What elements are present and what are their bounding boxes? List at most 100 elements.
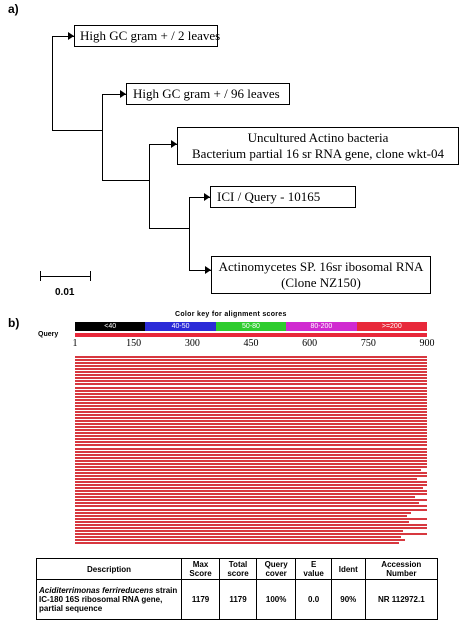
axis-ticks: 1 150 300 450 600 750 900 (72, 338, 435, 352)
color-key-bin: <40 (75, 322, 146, 331)
arrow-leaf5 (205, 266, 211, 274)
alignment-hit (75, 465, 427, 468)
color-key-bar: <40 40-50 50-80 80-200 >=200 (75, 322, 427, 331)
alignment-hit (75, 487, 423, 490)
alignment-hit (75, 356, 427, 358)
alignment-hit (75, 426, 427, 429)
cell-description: Aciditerrimonas ferrireducens strain IC-… (36, 579, 182, 620)
arrow-leaf1 (68, 32, 74, 40)
alignment-hit (75, 490, 427, 493)
alignment-hit (75, 423, 427, 426)
branch-clade4-vertical (189, 197, 190, 270)
table-row: Aciditerrimonas ferrireducens strain IC-… (36, 579, 439, 620)
branch-clade3-vertical (149, 144, 150, 228)
axis-tick-label: 1 (72, 338, 78, 349)
alignment-hit (75, 462, 427, 465)
header-text: E (310, 560, 317, 569)
leaf-label: High GC gram + / 2 leaves (80, 28, 221, 43)
header-text: Ident (338, 564, 358, 574)
header-text: value (303, 569, 324, 578)
alignment-hit (75, 401, 427, 404)
alignment-hit (75, 499, 427, 502)
alignment-hit (75, 359, 427, 362)
axis-tick-label: 600 (302, 338, 318, 349)
leaf-label-line1: Actinomycetes SP. 16sr ibosomal RNA (218, 259, 424, 274)
scale-bar-tick-right (90, 271, 91, 281)
cell-accession: NR 112972.1 (364, 579, 439, 620)
color-key-title: Color key for alignment scores (175, 311, 287, 318)
branch-leaf2 (102, 94, 126, 95)
alignment-hit (75, 514, 407, 517)
panel-a-label: a) (8, 2, 19, 16)
branch-leaf5 (189, 270, 211, 271)
leaf-actinomycetes: Actinomycetes SP. 16sr ibosomal RNA (Clo… (211, 256, 431, 294)
scale-bar-line (40, 276, 91, 277)
scale-bar-tick-left (40, 271, 41, 281)
alignment-hit (75, 526, 427, 529)
alignment-hit (75, 493, 427, 496)
leaf-label: ICI / Query - 10165 (217, 189, 321, 204)
header-text: Query (264, 560, 288, 569)
alignment-hit (75, 432, 427, 435)
alignment-hit (75, 456, 427, 459)
alignment-hit (75, 520, 409, 523)
color-key-bin: >=200 (356, 322, 427, 331)
leaf-high-gc-96: High GC gram + / 96 leaves (126, 83, 290, 105)
scale-bar-label: 0.01 (55, 287, 75, 298)
leaf-label-line2: Bacterium partial 16 sr RNA gene, clone … (192, 146, 444, 161)
alignment-hit (75, 450, 427, 453)
alignment-hit (75, 417, 427, 419)
header-text: Description (86, 564, 131, 574)
alignment-hit (75, 517, 427, 520)
alignment-hit (75, 471, 427, 474)
alignment-hit (75, 398, 427, 401)
alignment-hit (75, 377, 427, 380)
alignment-hit (75, 444, 427, 447)
color-key-bin: 80-200 (286, 322, 357, 331)
arrow-leaf3 (171, 140, 177, 148)
axis-tick-label: 150 (126, 338, 142, 349)
header-text: score (227, 569, 249, 578)
color-key-bin: 50-80 (215, 322, 287, 331)
query-label: Query (38, 331, 59, 338)
alignment-hit (75, 365, 427, 368)
alignment-hit (75, 404, 427, 407)
alignment-hit (75, 532, 427, 535)
description-rest: strain IC-180 16S ribosomal RNA gene, pa… (39, 586, 178, 613)
alignment-hit (75, 386, 427, 389)
alignment-hit (75, 395, 427, 398)
alignment-hit (75, 447, 427, 450)
cell-e-value: 0.0 (295, 579, 332, 620)
col-query-cover: Query cover (255, 558, 297, 580)
alignment-hit (75, 511, 411, 514)
col-ident: Ident (330, 558, 366, 580)
alignment-hit (75, 484, 427, 487)
alignment-hit (75, 496, 415, 499)
alignment-hit (75, 508, 427, 511)
query-bar (75, 333, 427, 337)
alignment-hit (75, 407, 427, 410)
col-max-score: Max Score (180, 558, 221, 580)
cell-ident: 90% (330, 579, 366, 620)
branch-clade2-vertical (102, 94, 103, 180)
axis-tick-label: 450 (243, 338, 259, 349)
leaf-uncultured-actinobacteria: Uncultured Actino bacteria Bacterium par… (177, 127, 459, 165)
cell-query-cover: 100% (255, 579, 297, 620)
branch-clade2 (52, 130, 102, 131)
branch-leaf1 (52, 36, 74, 37)
col-accession: Accession Number (364, 558, 439, 580)
alignment-hit (75, 453, 427, 456)
col-total-score: Total score (219, 558, 257, 580)
leaf-high-gc-2: High GC gram + / 2 leaves (74, 25, 221, 47)
color-key-bin: 40-50 (145, 322, 216, 331)
header-text: Accession (381, 560, 422, 569)
cell-max-score: 1179 (180, 579, 221, 620)
header-text: cover (265, 569, 287, 578)
branch-clade4 (149, 228, 189, 229)
axis-tick-label: 300 (184, 338, 200, 349)
alignment-hit (75, 371, 427, 374)
axis-tick-label: 900 (419, 338, 435, 349)
alignment-hit (75, 478, 417, 480)
